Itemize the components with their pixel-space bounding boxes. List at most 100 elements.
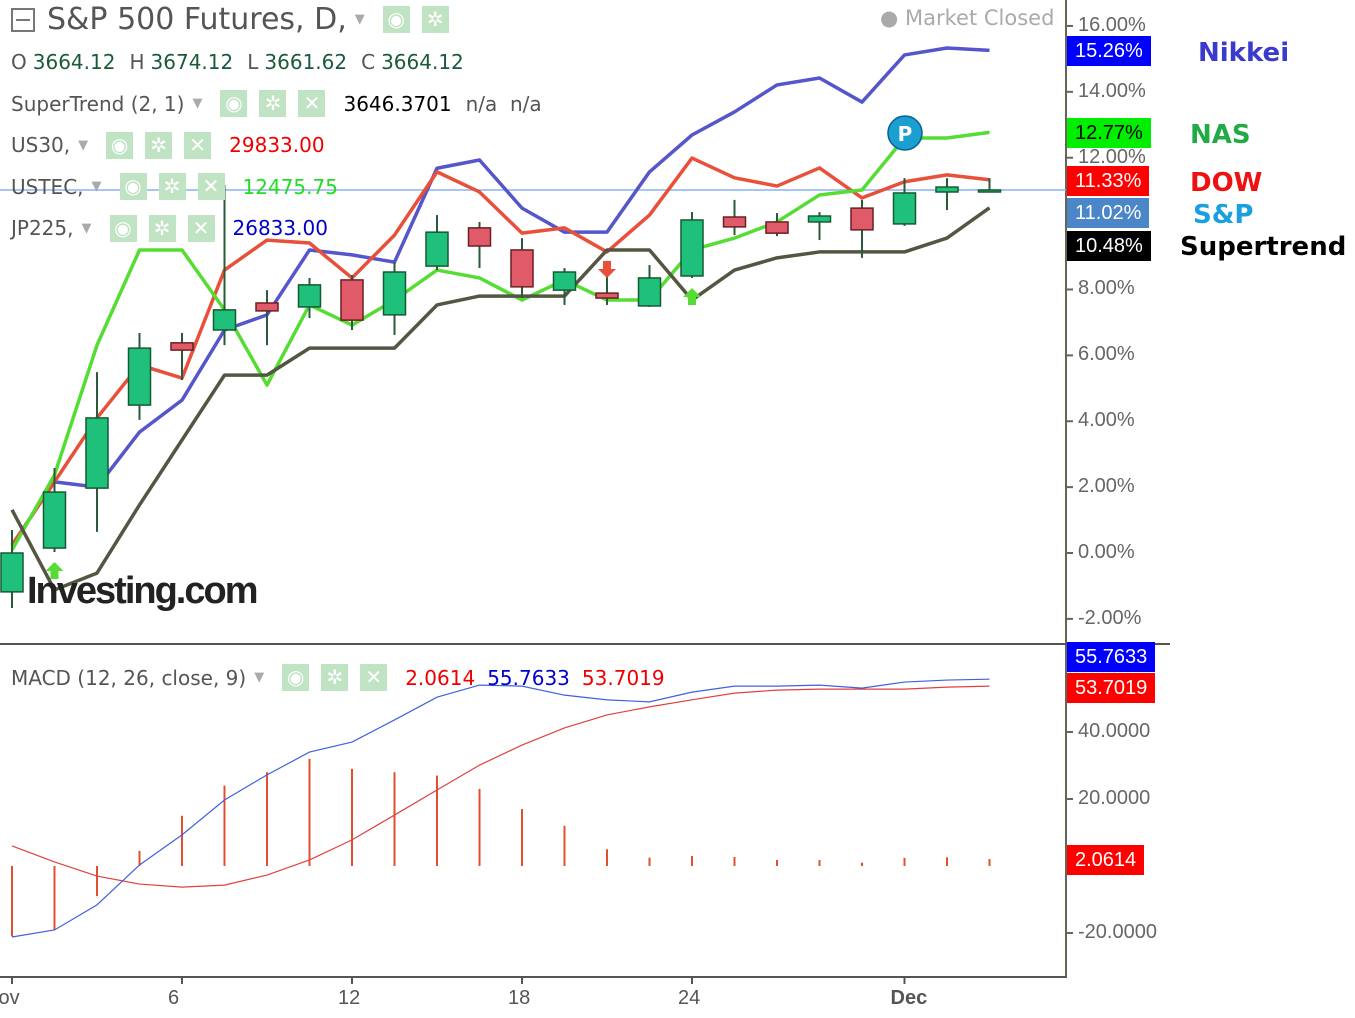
- candle-up: [297, 284, 322, 308]
- macd-legend-value: 53.7019: [581, 665, 665, 690]
- macd-y-tick-label: 20.0000: [1078, 787, 1151, 809]
- sell-arrow-icon: [598, 261, 616, 279]
- p-marker-icon: [887, 115, 923, 151]
- eye-icon[interactable]: ◉: [382, 6, 410, 33]
- ohlc-key: O: [11, 50, 27, 74]
- indicator-legend-row: JP225, ▼ ◉ ✲ ✕ 26833.00: [11, 214, 328, 242]
- eye-icon[interactable]: ◉: [109, 214, 137, 242]
- candle-up: [807, 215, 832, 223]
- candle-down: [595, 292, 619, 299]
- indicator-name: JP225,: [11, 216, 74, 240]
- indicator-name: US30,: [11, 133, 71, 157]
- close-icon[interactable]: ✕: [184, 131, 212, 159]
- eye-icon[interactable]: ◉: [106, 131, 134, 159]
- price-label: 11.33%: [1067, 166, 1150, 196]
- indicator-legend-row: US30, ▼ ◉ ✲ ✕ 29833.00: [11, 131, 325, 159]
- y-tick-label: 8.00%: [1078, 277, 1135, 300]
- macd-legend: MACD (12, 26, close, 9) ▼ ◉ ✲ ✕ 2.0614 55.7633…: [11, 664, 665, 691]
- close-icon[interactable]: ✕: [187, 214, 215, 242]
- gear-icon[interactable]: ✲: [421, 6, 449, 33]
- collapse-icon[interactable]: [11, 7, 35, 32]
- candle-down: [850, 207, 874, 231]
- macd-value-label: 55.7633: [1067, 642, 1156, 672]
- main-title-row: S&P 500 Futures, D, ▼ ◉ ✲: [11, 2, 455, 37]
- candle-down: [340, 279, 364, 321]
- y-tick-label: 14.00%: [1078, 79, 1146, 102]
- candle-up: [127, 347, 152, 406]
- macd-y-tick-label: 40.0000: [1078, 720, 1151, 742]
- indicator-value: 29833.00: [229, 133, 325, 157]
- chevron-down-icon[interactable]: ▼: [91, 179, 102, 194]
- gear-icon[interactable]: ✲: [148, 214, 176, 242]
- investing-logo: Investing.com: [27, 570, 258, 612]
- ohlc-value: 3664.12: [32, 50, 116, 74]
- candle-down: [255, 302, 279, 312]
- gear-icon[interactable]: ✲: [321, 664, 349, 691]
- candle-up: [42, 491, 67, 549]
- candle-up: [0, 552, 24, 593]
- close-icon[interactable]: ✕: [197, 173, 225, 200]
- chevron-down-icon[interactable]: ▼: [81, 220, 92, 236]
- price-label: 10.48%: [1067, 231, 1151, 261]
- candle-up: [977, 189, 1002, 193]
- series-name-dow: DOW: [1190, 168, 1263, 198]
- eye-icon[interactable]: ◉: [220, 90, 248, 117]
- close-icon[interactable]: ✕: [360, 664, 388, 691]
- gear-icon[interactable]: ✲: [259, 90, 287, 117]
- gear-icon[interactable]: ✲: [158, 173, 186, 200]
- y-tick-label: 12.00%: [1078, 145, 1146, 168]
- chevron-down-icon[interactable]: ▼: [254, 670, 265, 685]
- macd-value-label: 2.0614: [1067, 845, 1145, 875]
- series-line-dow: [10, 156, 990, 547]
- close-icon[interactable]: ✕: [298, 90, 326, 117]
- eye-icon[interactable]: ◉: [119, 173, 147, 200]
- buy-arrow-icon: [683, 287, 701, 305]
- buy-arrow-icon: [45, 562, 64, 580]
- y-tick-label: 2.00%: [1078, 475, 1135, 498]
- price-label: 15.26%: [1067, 36, 1151, 66]
- gear-icon[interactable]: ✲: [145, 131, 173, 159]
- macd-legend-value: 55.7633: [487, 665, 570, 690]
- indicator-value: 3646.3701: [343, 91, 452, 116]
- indicator-legend-row: SuperTrend (2, 1) ▼ ◉ ✲ ✕ 3646.3701 n/a n/a: [11, 90, 542, 117]
- candle-down: [170, 342, 194, 351]
- candle-up: [892, 192, 917, 225]
- indicator-name: SuperTrend (2, 1): [11, 91, 185, 116]
- ohlc-key: H: [129, 50, 145, 74]
- price-label: 11.02%: [1067, 198, 1150, 228]
- candle-down: [722, 216, 747, 228]
- series-name-sp: S&P: [1193, 200, 1254, 230]
- ohlc-key: L: [247, 50, 259, 74]
- y-tick-label: 16.00%: [1078, 13, 1146, 36]
- candle-up: [212, 309, 237, 331]
- indicator-value: 26833.00: [232, 216, 328, 240]
- macd-name: MACD (12, 26, close, 9): [11, 665, 247, 690]
- candle-up: [935, 186, 959, 193]
- market-status: ● Market Closed: [880, 6, 1055, 30]
- x-tick-label: 6: [168, 987, 180, 1009]
- series-line-nas: [10, 130, 990, 551]
- series-name-nikkei: Nikkei: [1198, 38, 1290, 68]
- ohlc-key: C: [361, 50, 376, 74]
- chevron-down-icon[interactable]: ▼: [78, 137, 89, 153]
- candle-up: [85, 417, 109, 489]
- candle-down: [467, 227, 492, 247]
- ohlc-row: O 3664.12 H 3674.12 L 3661.62 C 3664.12: [11, 50, 472, 74]
- indicator-name: USTEC,: [11, 174, 84, 199]
- series-line-supertrend: [10, 206, 991, 592]
- y-tick-label: 4.00%: [1078, 409, 1135, 432]
- chevron-down-icon[interactable]: ▼: [192, 96, 203, 111]
- x-tick-label: 24: [678, 987, 701, 1009]
- main-title: S&P 500 Futures, D,: [47, 2, 347, 37]
- chevron-down-icon[interactable]: ▼: [354, 12, 365, 27]
- indicator-legend-row: USTEC, ▼ ◉ ✲ ✕ 12475.75: [11, 173, 338, 200]
- macd-legend-value: 2.0614: [405, 665, 476, 690]
- candle-up: [552, 271, 577, 291]
- y-tick-label: 6.00%: [1078, 343, 1135, 366]
- series-name-nas: NAS: [1190, 120, 1251, 150]
- x-tick-label: Nov: [0, 987, 20, 1009]
- macd-y-tick-label: -20.0000: [1078, 921, 1157, 943]
- candle-down: [510, 249, 534, 288]
- eye-icon[interactable]: ◉: [282, 664, 310, 691]
